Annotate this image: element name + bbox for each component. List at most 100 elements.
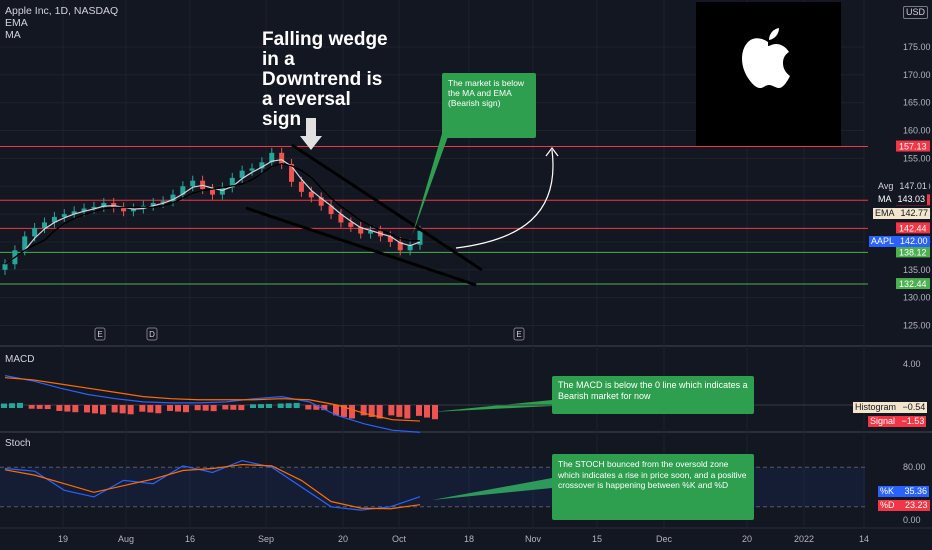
macd-histogram-bar [341, 405, 347, 417]
price-level-value: 132.44 [899, 279, 927, 289]
macd-histogram-bar [388, 405, 395, 416]
moving-average-lines [4, 159, 421, 265]
stoch-label: Stoch [5, 438, 31, 449]
macd-histogram-bar [202, 405, 209, 411]
macd-histogram-bar [119, 405, 126, 414]
price-tick-label: 155.00 [903, 153, 931, 163]
currency-label[interactable]: USD [903, 6, 929, 19]
price-level-tag [896, 278, 930, 290]
macd-histogram-bar [147, 405, 154, 413]
price-tick-label: 175.00 [903, 42, 931, 52]
histogram-value: −0.54 [902, 402, 926, 412]
macd-histogram-bar [266, 403, 272, 408]
candle [22, 236, 28, 251]
ma-line [4, 162, 420, 265]
candle [387, 236, 393, 242]
candle [308, 191, 314, 198]
histogram-tag: Histogram −0.54 [853, 402, 928, 413]
candle [180, 186, 186, 195]
candle [358, 226, 364, 234]
macd-histogram-bar [167, 405, 173, 411]
price-tag-ma: MA 143.03 [876, 194, 928, 205]
stoch-note-text: The STOCH bounced from the oversold zone… [558, 459, 747, 490]
candle [259, 162, 265, 169]
stoch-k-line [4, 459, 421, 511]
time-tick-label: 20 [742, 534, 752, 544]
d-value: 23.23 [905, 500, 928, 510]
macd-histogram-bar [210, 405, 217, 412]
macd-histogram-bar [72, 405, 79, 413]
stoch-pane: 80.0020.000.00 [0, 459, 926, 525]
candle [318, 197, 324, 206]
candle [71, 211, 77, 215]
price-level-tag [896, 140, 930, 152]
macd-histogram-bar [424, 405, 430, 418]
d-tag: %D 23.23 [878, 500, 930, 511]
market-note-text: The market is below the MA and EMA (Bear… [448, 78, 525, 108]
signal-tag: Signal −1.53 [868, 416, 927, 427]
k-tag: %K 35.36 [878, 486, 930, 497]
price-level-value: 157.13 [899, 142, 927, 152]
macd-histogram-bar [432, 405, 438, 420]
candle [417, 230, 423, 245]
candle [81, 208, 87, 212]
candle [348, 222, 354, 227]
candle [279, 152, 285, 164]
macd-histogram-bar [368, 405, 375, 417]
axes: 175.00170.00165.00160.00155.00150.00145.… [58, 42, 931, 544]
macd-label: MACD [5, 354, 35, 365]
event-marker [94, 327, 106, 341]
symbol-title: Apple Inc, 1D, NASDAQ [5, 5, 119, 17]
macd-histogram-bar [183, 405, 189, 413]
wedge-upper-line [291, 143, 483, 272]
candle [61, 214, 67, 217]
macd-histogram-bar [250, 404, 256, 408]
time-tick-label: 14 [859, 534, 869, 544]
event-marker-label: D [149, 330, 155, 339]
price-level-value: 138.12 [899, 247, 927, 257]
event-marker [513, 327, 525, 341]
price-tick-label: 165.00 [903, 98, 931, 108]
macd-histogram-bar [92, 405, 98, 414]
macd-note-text: The MACD is below the 0 line which indic… [558, 380, 748, 401]
macd-line [4, 375, 421, 433]
candles [2, 147, 423, 275]
signal-label: Signal [870, 416, 896, 426]
price-tag-value: 142.00 [900, 236, 928, 246]
time-tick-label: 19 [58, 534, 68, 544]
macd-histogram-bar [404, 405, 411, 419]
event-marker-label: E [97, 330, 102, 339]
stoch-note: The STOCH bounced from the oversold zone… [552, 454, 754, 520]
ma-legend: MA [5, 29, 21, 41]
candle [42, 222, 48, 229]
apple-logo-icon [742, 28, 790, 88]
price-tag-name: MA [878, 194, 892, 204]
candle [368, 230, 374, 234]
ema-line [4, 159, 421, 265]
candle [150, 202, 156, 206]
macd-histogram-bar [139, 405, 146, 412]
candle [91, 206, 97, 209]
price-tag-name: EMA [875, 208, 895, 218]
macd-histogram-bar [313, 405, 320, 410]
time-tick-label: 15 [592, 534, 602, 544]
stoch-d-line [4, 463, 421, 510]
time-tick-label: 2022 [794, 534, 814, 544]
time-tick-label: Nov [525, 534, 542, 544]
k-value: 35.36 [904, 486, 928, 496]
time-tick-label: 16 [185, 534, 195, 544]
price-tag-aapl: AAPL 142.00 [869, 236, 930, 247]
macd-histogram-bar [321, 405, 328, 411]
macd-histogram-bar [155, 405, 162, 414]
candle [289, 163, 295, 182]
macd-histogram-bar [277, 403, 284, 408]
macd-histogram-bar [305, 405, 312, 410]
time-tick-label: 20 [338, 534, 348, 544]
time-tick-label: Aug [118, 534, 134, 544]
candle [298, 181, 304, 192]
macd-note-pointer [432, 400, 552, 412]
macd-tick-label: 4.00 [903, 359, 921, 369]
macd-histogram-bar [127, 405, 134, 415]
price-level-tag [896, 222, 930, 234]
